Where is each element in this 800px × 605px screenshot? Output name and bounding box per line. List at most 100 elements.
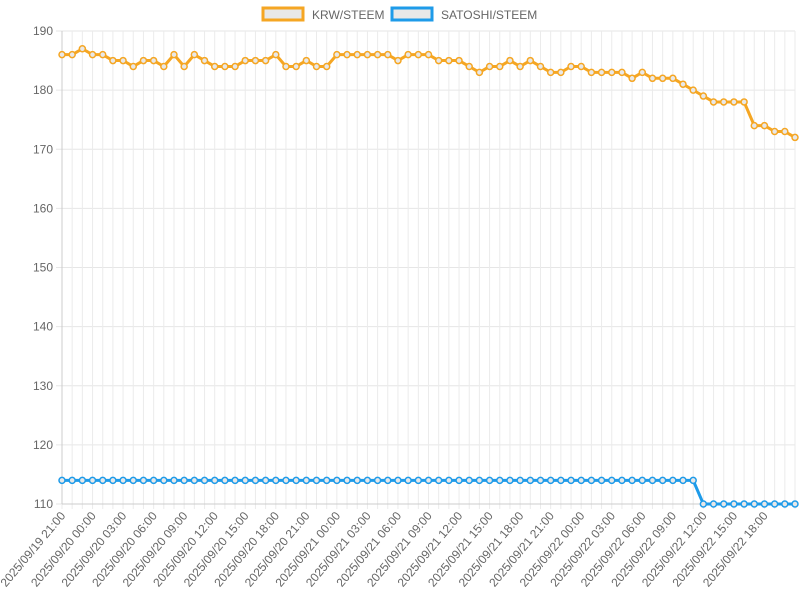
data-point	[760, 500, 769, 508]
data-point	[679, 476, 687, 485]
y-tick-label: 150	[33, 261, 53, 275]
data-point	[221, 476, 229, 485]
data-point	[373, 50, 382, 59]
data-point	[587, 476, 596, 485]
data-point	[496, 476, 504, 485]
data-point	[272, 50, 280, 59]
data-point	[781, 127, 789, 136]
series-lines	[58, 44, 799, 508]
data-point	[679, 80, 687, 88]
data-point	[363, 50, 372, 59]
data-point	[414, 50, 423, 59]
data-point	[68, 476, 76, 485]
data-point	[618, 68, 626, 77]
data-point	[638, 476, 647, 485]
data-point	[129, 476, 138, 485]
y-tick-label: 130	[33, 379, 53, 393]
data-point	[109, 56, 117, 65]
data-point	[689, 476, 697, 485]
data-point	[312, 62, 321, 71]
data-point	[536, 62, 545, 71]
data-point	[781, 500, 789, 508]
data-point	[526, 476, 535, 485]
data-point	[58, 50, 66, 59]
legend[interactable]: KRW/STEEM SATOSHI/STEEM	[261, 6, 537, 22]
data-point	[119, 56, 127, 65]
data-point	[180, 476, 188, 485]
data-point	[445, 56, 453, 65]
data-point	[78, 44, 87, 53]
data-point	[139, 56, 148, 65]
data-point	[88, 476, 97, 485]
data-point	[455, 476, 463, 485]
data-point	[719, 98, 728, 106]
data-point	[282, 476, 290, 485]
data-point	[190, 476, 199, 485]
data-point	[68, 50, 76, 59]
data-point	[587, 68, 596, 77]
data-point	[160, 62, 168, 71]
data-point	[190, 50, 199, 59]
data-point	[58, 476, 66, 485]
legend-item-1[interactable]: SATOSHI/STEEM	[390, 6, 537, 22]
legend-swatch	[261, 6, 305, 22]
data-point	[404, 476, 412, 485]
data-point	[261, 476, 270, 485]
data-point	[577, 62, 585, 71]
data-point	[241, 56, 249, 65]
data-point	[648, 476, 657, 485]
data-point	[333, 476, 341, 485]
data-point	[343, 476, 351, 485]
data-point	[557, 476, 565, 485]
data-point	[251, 476, 260, 485]
data-point	[618, 476, 626, 485]
data-point	[292, 476, 300, 485]
data-point	[567, 476, 575, 485]
grid	[56, 30, 796, 509]
y-tick-label: 170	[33, 142, 53, 156]
data-point	[363, 476, 372, 485]
data-point	[791, 133, 799, 142]
data-point	[434, 56, 443, 65]
data-point	[373, 476, 382, 485]
data-point	[648, 74, 657, 83]
data-point	[333, 50, 341, 59]
data-point	[200, 56, 209, 65]
data-point	[475, 68, 484, 77]
legend-label: KRW/STEEM	[312, 8, 384, 22]
data-point	[424, 476, 433, 485]
y-tick-label: 140	[33, 320, 53, 334]
data-point	[434, 476, 443, 485]
data-point	[312, 476, 321, 485]
data-point	[740, 98, 748, 106]
data-point	[699, 92, 708, 100]
data-point	[485, 62, 494, 71]
legend-item-0[interactable]: KRW/STEEM	[261, 6, 384, 22]
data-point	[160, 476, 168, 485]
data-point	[658, 74, 667, 83]
data-point	[119, 476, 127, 485]
data-point	[506, 476, 514, 485]
data-point	[210, 62, 219, 71]
data-point	[445, 476, 453, 485]
data-point	[455, 56, 463, 65]
data-point	[231, 476, 239, 485]
data-point	[282, 62, 290, 71]
data-point	[628, 74, 636, 83]
data-point	[292, 62, 300, 71]
data-point	[567, 62, 575, 71]
data-point	[546, 68, 555, 77]
data-point	[272, 476, 280, 485]
data-point	[170, 50, 178, 59]
y-tick-label: 160	[33, 201, 53, 215]
data-point	[149, 56, 158, 65]
y-tick-label: 190	[33, 24, 53, 38]
data-point	[322, 476, 331, 485]
data-point	[658, 476, 667, 485]
data-point	[241, 476, 249, 485]
data-point	[770, 127, 779, 136]
data-point	[597, 68, 606, 77]
